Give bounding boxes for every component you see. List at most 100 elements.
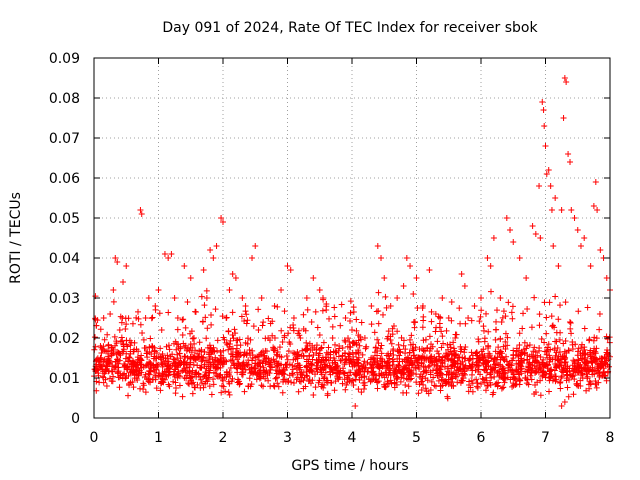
data-point (297, 364, 304, 371)
data-point (508, 309, 515, 316)
data-point (562, 299, 569, 306)
data-point (540, 107, 547, 113)
data-point (492, 336, 499, 343)
data-point (143, 350, 150, 357)
x-tick-labels: 0 1 2 3 4 5 6 7 8 (90, 430, 615, 446)
data-point (563, 79, 570, 85)
data-point (352, 350, 359, 357)
data-point (284, 361, 291, 368)
data-point (592, 179, 599, 185)
data-point (523, 275, 530, 281)
data-point (419, 303, 426, 309)
data-point (196, 339, 203, 346)
data-point (183, 361, 190, 368)
data-point (116, 327, 123, 333)
data-point (266, 370, 273, 377)
data-point (494, 382, 501, 389)
data-point (151, 347, 158, 354)
data-point (182, 324, 189, 331)
data-point (340, 369, 347, 376)
data-point (153, 355, 160, 362)
data-point (113, 351, 120, 358)
data-point (392, 369, 399, 376)
data-point (557, 378, 564, 385)
data-point (574, 369, 581, 376)
data-point (547, 367, 554, 374)
data-point (283, 353, 290, 360)
data-point (172, 360, 179, 367)
data-point (468, 317, 475, 324)
data-point (469, 363, 476, 370)
data-point (255, 352, 262, 359)
data-point (350, 381, 357, 388)
data-point (296, 332, 303, 339)
data-point (466, 378, 473, 385)
data-point (239, 369, 246, 376)
data-point (133, 346, 140, 353)
data-point (493, 326, 500, 333)
data-point (449, 362, 456, 369)
data-point (103, 363, 110, 370)
data-point (490, 389, 497, 396)
data-point (217, 348, 224, 355)
data-point (402, 346, 409, 353)
data-point (594, 207, 601, 213)
data-point (267, 320, 274, 327)
data-point (179, 316, 186, 323)
data-point (314, 324, 321, 331)
data-point (497, 295, 504, 301)
data-point (419, 375, 426, 382)
data-point (490, 235, 497, 241)
data-point (408, 332, 415, 339)
data-point (534, 379, 541, 386)
data-point (359, 351, 366, 358)
data-point (552, 195, 559, 201)
data-point (350, 304, 357, 311)
data-point (395, 341, 402, 348)
data-point (547, 183, 554, 189)
data-point (227, 337, 234, 344)
data-point (539, 369, 546, 376)
data-point (149, 314, 156, 321)
data-point (113, 338, 120, 345)
data-point (176, 382, 183, 389)
data-point (300, 311, 307, 318)
data-point (545, 341, 552, 348)
data-point (376, 365, 383, 372)
data-point (454, 371, 461, 378)
data-point (411, 352, 418, 359)
data-point (502, 330, 509, 337)
data-point (241, 388, 248, 395)
data-point (296, 378, 303, 385)
data-point (387, 377, 394, 384)
data-point (513, 348, 520, 355)
data-point (211, 348, 218, 355)
data-point (567, 320, 574, 327)
data-point (386, 362, 393, 369)
data-point (433, 324, 440, 331)
data-point (153, 385, 160, 392)
data-point (387, 303, 394, 309)
data-point (423, 367, 430, 374)
data-point (270, 382, 277, 389)
data-point (525, 363, 532, 370)
data-point (332, 341, 339, 348)
data-point (577, 243, 584, 249)
data-point (510, 382, 517, 389)
data-point (203, 287, 210, 294)
data-point (570, 357, 577, 364)
data-point (443, 350, 450, 357)
data-point (148, 315, 155, 322)
data-point (154, 363, 161, 370)
data-point (553, 338, 560, 345)
data-point (146, 349, 153, 356)
x-axis-label: GPS time / hours (291, 458, 408, 474)
data-point (473, 376, 480, 383)
data-point (377, 345, 384, 352)
y-tick-labels: 0 0.01 0.02 0.03 0.04 0.05 0.06 0.07 0.08 0.09 (49, 51, 80, 427)
data-point (564, 371, 571, 378)
data-point (274, 303, 281, 310)
data-point (221, 373, 228, 380)
data-point (179, 393, 186, 400)
y-tick-label: 0 (71, 411, 80, 427)
